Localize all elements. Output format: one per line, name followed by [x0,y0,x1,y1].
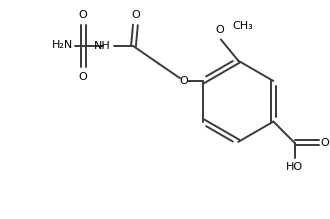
Text: O: O [215,25,224,35]
Text: O: O [180,76,188,86]
Text: O: O [79,10,87,20]
Text: HO: HO [286,162,303,172]
Text: O: O [321,138,330,148]
Text: NH: NH [93,41,110,51]
Text: CH₃: CH₃ [232,21,253,31]
Text: O: O [79,72,87,82]
Text: O: O [131,10,140,20]
Text: H₂N: H₂N [52,40,74,50]
